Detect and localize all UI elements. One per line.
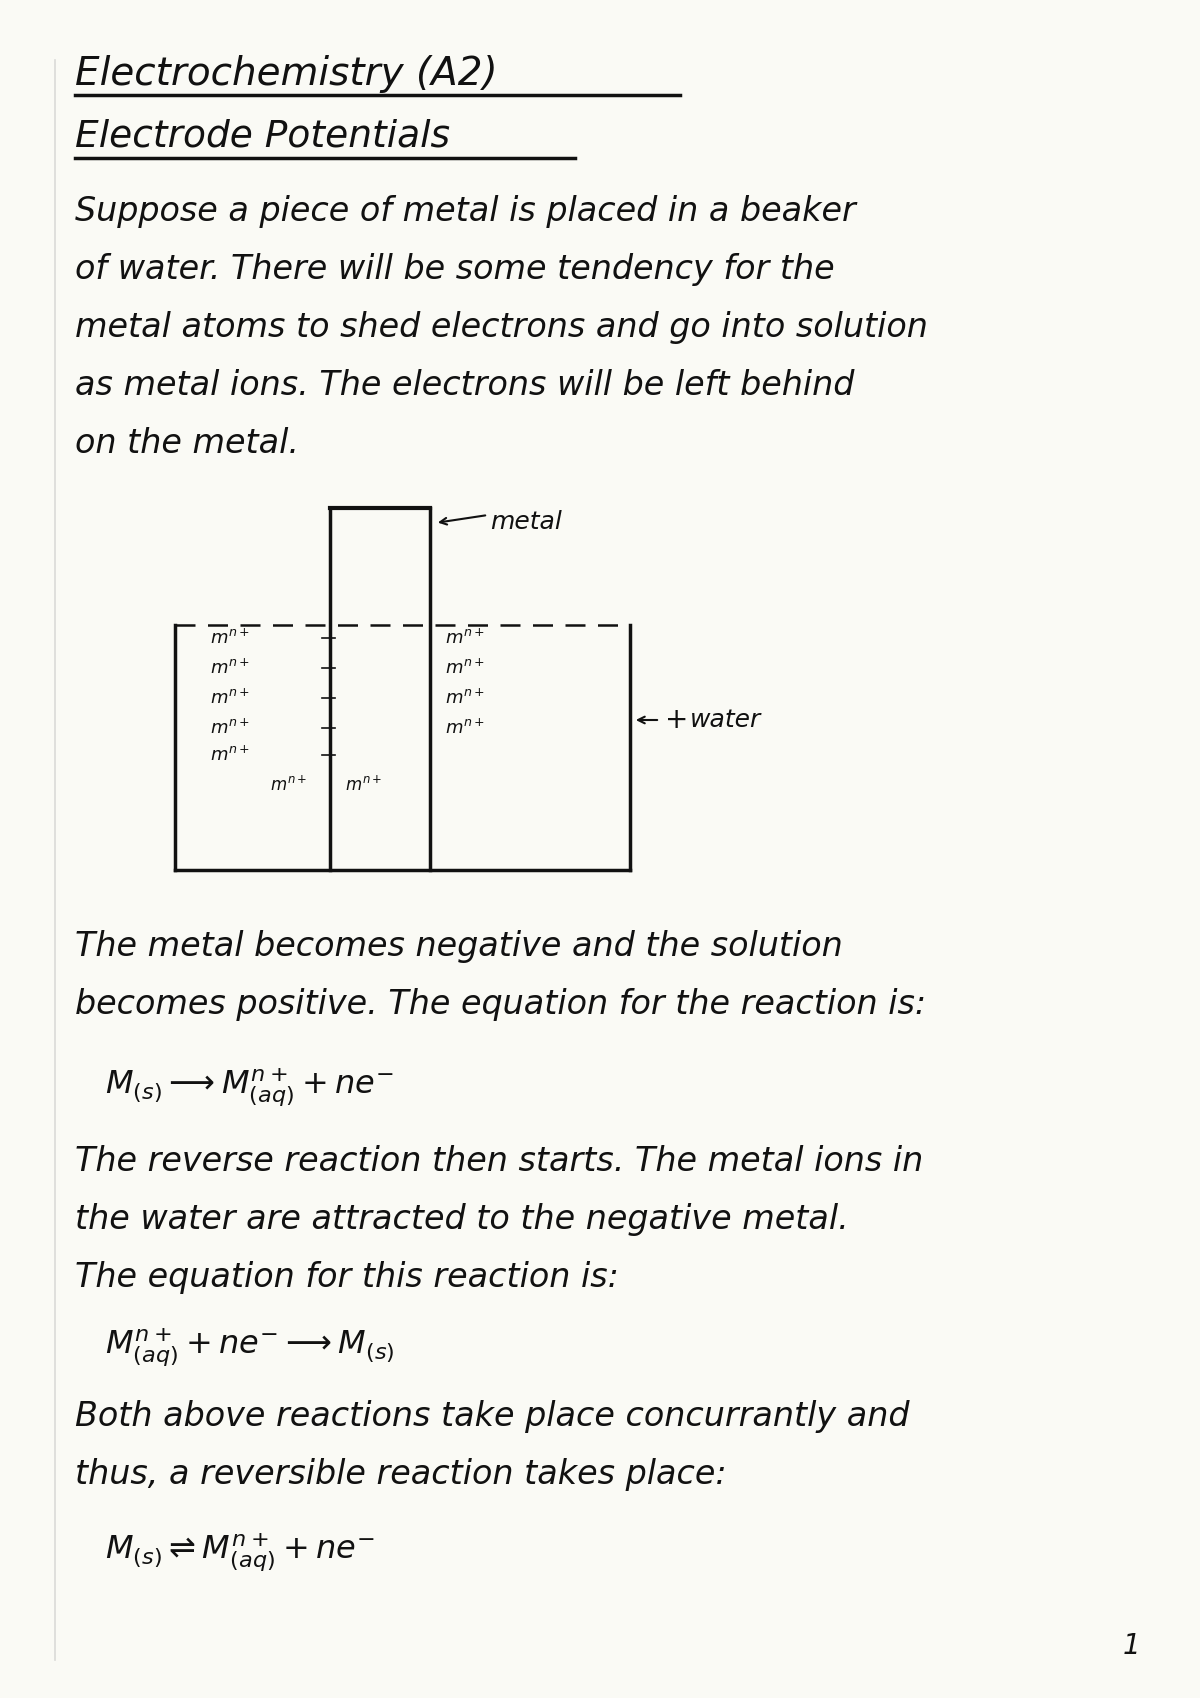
Text: $m^{n+}$: $m^{n+}$	[210, 659, 250, 678]
Text: 1: 1	[1122, 1632, 1140, 1661]
Text: $m^{n+}$: $m^{n+}$	[445, 688, 485, 708]
Text: $m^{n+}$: $m^{n+}$	[270, 776, 307, 795]
Text: $m^{n+}$: $m^{n+}$	[210, 718, 250, 737]
Text: as metal ions. The electrons will be left behind: as metal ions. The electrons will be lef…	[74, 368, 854, 402]
Text: metal: metal	[490, 509, 562, 533]
Text: thus, a reversible reaction takes place:: thus, a reversible reaction takes place:	[74, 1459, 727, 1491]
Text: Suppose a piece of metal is placed in a beaker: Suppose a piece of metal is placed in a …	[74, 195, 856, 228]
Text: The metal becomes negative and the solution: The metal becomes negative and the solut…	[74, 931, 842, 963]
Text: $m^{n+}$: $m^{n+}$	[210, 745, 250, 764]
Text: The reverse reaction then starts. The metal ions in: The reverse reaction then starts. The me…	[74, 1144, 923, 1178]
Text: +: +	[665, 706, 689, 734]
Text: the water are attracted to the negative metal.: the water are attracted to the negative …	[74, 1202, 848, 1236]
Text: Both above reactions take place concurrantly and: Both above reactions take place concurra…	[74, 1399, 910, 1433]
Text: water: water	[690, 708, 761, 732]
Text: metal atoms to shed electrons and go into solution: metal atoms to shed electrons and go int…	[74, 311, 928, 345]
Text: Electrode Potentials: Electrode Potentials	[74, 117, 450, 155]
Text: of water. There will be some tendency for the: of water. There will be some tendency fo…	[74, 253, 835, 285]
Text: $m^{n+}$: $m^{n+}$	[346, 776, 382, 795]
Text: $m^{n+}$: $m^{n+}$	[210, 688, 250, 708]
Text: on the metal.: on the metal.	[74, 426, 299, 460]
Text: $m^{n+}$: $m^{n+}$	[210, 628, 250, 647]
Text: $m^{n+}$: $m^{n+}$	[445, 659, 485, 678]
Text: $m^{n+}$: $m^{n+}$	[445, 628, 485, 647]
Text: $M_{(s)} \longrightarrow M^{n+}_{(aq)} + ne^{-}$: $M_{(s)} \longrightarrow M^{n+}_{(aq)} +…	[106, 1065, 394, 1107]
Text: $M_{(s)} \rightleftharpoons M^{n+}_{(aq)} + ne^{-}$: $M_{(s)} \rightleftharpoons M^{n+}_{(aq)…	[106, 1530, 374, 1572]
Text: becomes positive. The equation for the reaction is:: becomes positive. The equation for the r…	[74, 988, 926, 1020]
Text: The equation for this reaction is:: The equation for this reaction is:	[74, 1262, 619, 1294]
Text: Electrochemistry (A2): Electrochemistry (A2)	[74, 54, 498, 93]
Text: $m^{n+}$: $m^{n+}$	[445, 718, 485, 737]
Text: $M^{n+}_{(aq)} + ne^{-} \longrightarrow M_{(s)}$: $M^{n+}_{(aq)} + ne^{-} \longrightarrow …	[106, 1324, 395, 1367]
